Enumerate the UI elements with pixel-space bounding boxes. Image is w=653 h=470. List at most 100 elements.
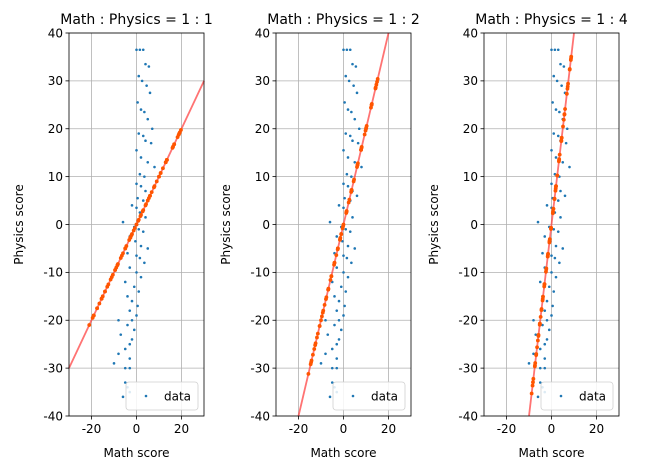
legend-label: data — [371, 389, 398, 403]
data-point — [560, 84, 563, 87]
data-point — [346, 108, 350, 111]
data-point — [350, 175, 353, 178]
x-axis-label: Math score — [103, 446, 169, 460]
data-point — [550, 271, 553, 274]
projected-point — [359, 147, 363, 152]
data-point — [351, 62, 354, 66]
data-point — [130, 318, 134, 322]
data-point — [353, 247, 357, 250]
y-tick-label: -30 — [43, 361, 63, 375]
projected-point — [332, 260, 337, 265]
data-point — [130, 204, 134, 207]
projected-point — [542, 284, 547, 289]
data-point — [554, 108, 558, 111]
y-tick-label: -20 — [43, 314, 63, 328]
data-point — [341, 239, 344, 243]
projected-point — [375, 79, 379, 84]
data-point — [545, 299, 549, 303]
data-point — [559, 189, 562, 193]
data-point — [344, 227, 348, 231]
data-point — [554, 275, 558, 279]
data-points — [527, 48, 571, 399]
data-point — [552, 74, 556, 78]
projected-point — [95, 306, 100, 311]
data-point — [146, 160, 150, 164]
data-point — [568, 165, 571, 169]
data-point — [343, 101, 346, 104]
data-point — [532, 318, 535, 322]
data-point — [145, 84, 148, 87]
data-point — [135, 148, 138, 152]
data-point — [550, 148, 553, 152]
y-tick-label: -40 — [250, 409, 270, 423]
projected-points — [529, 54, 574, 396]
data-point — [337, 338, 341, 341]
projected-point — [557, 159, 561, 164]
data-point — [128, 266, 132, 269]
projected-point — [344, 209, 349, 213]
projected-point — [559, 135, 564, 140]
projected-point — [91, 313, 96, 318]
y-tick-label: -10 — [43, 266, 63, 280]
data-point — [339, 328, 343, 332]
data-point — [543, 309, 547, 312]
projected-point — [152, 184, 157, 189]
projected-point — [347, 197, 352, 202]
data-point — [532, 352, 535, 356]
data-point — [121, 220, 125, 224]
x-tick-label: -20 — [289, 422, 309, 436]
y-tick-label: 0 — [262, 218, 270, 232]
projected-point — [99, 296, 104, 301]
data-point — [538, 381, 542, 384]
projected-point — [143, 203, 148, 208]
data-points — [319, 48, 363, 399]
projected-point — [375, 77, 380, 81]
y-tick-label: 10 — [463, 170, 478, 184]
data-point — [123, 280, 127, 284]
legend-label: data — [579, 389, 606, 403]
data-point — [555, 79, 559, 83]
data-point — [139, 184, 143, 188]
x-tick-label: -20 — [82, 422, 102, 436]
data-point — [319, 362, 323, 365]
projected-point — [538, 314, 543, 319]
projected-point — [161, 166, 165, 171]
projected-point — [561, 124, 565, 129]
projected-point — [544, 269, 548, 274]
data-point — [135, 271, 138, 274]
data-point — [536, 395, 540, 399]
projected-point — [569, 54, 574, 59]
projected-point — [369, 105, 373, 110]
x-tick-label: 20 — [589, 422, 604, 436]
y-tick-label: -10 — [250, 266, 270, 280]
x-tick-label: -20 — [497, 422, 517, 436]
projected-point — [87, 323, 92, 327]
projected-point — [531, 376, 536, 381]
data-point — [534, 333, 538, 336]
y-tick-label: 10 — [255, 170, 270, 184]
data-point — [342, 48, 345, 52]
data-point — [350, 261, 353, 265]
y-tick-label: 30 — [255, 74, 270, 88]
data-point — [554, 244, 558, 248]
y-tick-label: 20 — [48, 122, 63, 136]
projected-point — [315, 335, 319, 340]
legend-marker — [559, 394, 563, 398]
data-point — [545, 204, 549, 207]
data-point — [141, 48, 145, 52]
data-point — [136, 196, 139, 200]
projected-point — [320, 314, 324, 319]
data-point — [138, 256, 142, 260]
projected-point — [565, 86, 570, 91]
data-point — [564, 141, 568, 145]
data-point — [139, 156, 143, 159]
data-point — [343, 304, 346, 308]
data-point — [137, 227, 141, 231]
projected-point — [164, 157, 169, 162]
projected-point — [551, 206, 556, 211]
data-point — [347, 79, 351, 83]
data-point — [551, 304, 554, 308]
legend: data — [332, 381, 406, 411]
y-tick-label: 40 — [255, 26, 270, 40]
